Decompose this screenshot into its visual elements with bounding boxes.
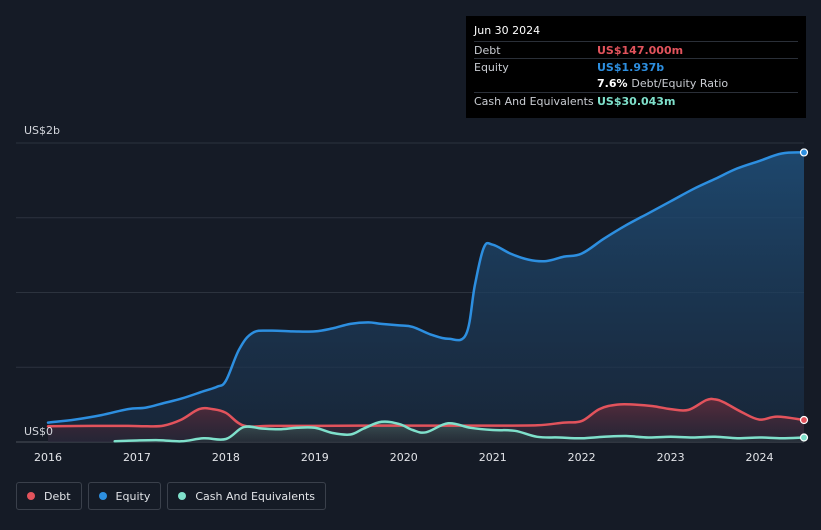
legend-cash[interactable]: Cash And Equivalents [167,482,326,510]
end-markers [799,148,809,442]
tooltip-row-equity: Equity US$1.937b [474,58,798,75]
x-tick-label: 2022 [568,451,596,464]
cash-line [113,420,806,443]
legend-debt-label: Debt [44,489,71,503]
equity-line [46,151,806,424]
x-tick-label: 2020 [390,451,418,464]
x-axis-ticks: 2016 2017 2018 2019 2020 2021 2022 2023 2024 [34,451,774,464]
x-tick-label: 2018 [212,451,240,464]
tooltip-cash-label: Cash And Equivalents [474,95,594,108]
axis-labels: US$2b US$0 [24,124,60,438]
x-tick-label: 2016 [34,451,62,464]
debt-line [46,397,806,428]
tooltip-debt-label: Debt [474,44,501,57]
x-tick-label: 2021 [479,451,507,464]
tooltip-panel: Jun 30 2024 Debt US$147.000m Equity US$1… [466,16,806,118]
tooltip-ratio: 7.6% Debt/Equity Ratio [597,77,728,90]
tooltip-ratio-label: Debt/Equity Ratio [631,77,729,90]
legend-equity-label: Equity [115,489,151,503]
tooltip-cash-value: US$30.043m [597,95,676,108]
legend-equity[interactable]: Equity [87,482,162,510]
tooltip-ratio-value: 7.6% [597,77,628,90]
x-tick-label: 2023 [657,451,685,464]
legend-debt-dot [27,492,35,500]
x-tick-label: 2019 [301,451,329,464]
tooltip-row-ratio: 7.6% Debt/Equity Ratio [474,75,798,92]
debt-end-point [799,415,809,425]
chart-legend: Debt Equity Cash And Equivalents [16,482,326,510]
equity-end-point [799,148,809,157]
series-areas [48,152,804,442]
series-lines [46,151,806,443]
tooltip-equity-value: US$1.937b [597,61,665,74]
legend-cash-dot [178,492,187,500]
legend-cash-label: Cash And Equivalents [195,489,315,503]
legend-equity-dot [98,492,107,500]
legend-debt[interactable]: Debt [16,482,82,510]
tooltip-date: Jun 30 2024 [474,24,541,37]
tooltip-equity-label: Equity [474,61,509,74]
cash-end-point [799,433,809,442]
y-axis-top-label: US$2b [24,124,60,137]
x-tick-label: 2024 [746,451,774,464]
tooltip-row-debt: Debt US$147.000m [474,41,798,58]
y-axis-bottom-label: US$0 [24,425,53,438]
equity-area [48,152,804,442]
tooltip-row-cash: Cash And Equivalents US$30.043m [474,92,798,109]
tooltip-debt-value: US$147.000m [597,44,684,57]
x-tick-label: 2017 [123,451,151,464]
